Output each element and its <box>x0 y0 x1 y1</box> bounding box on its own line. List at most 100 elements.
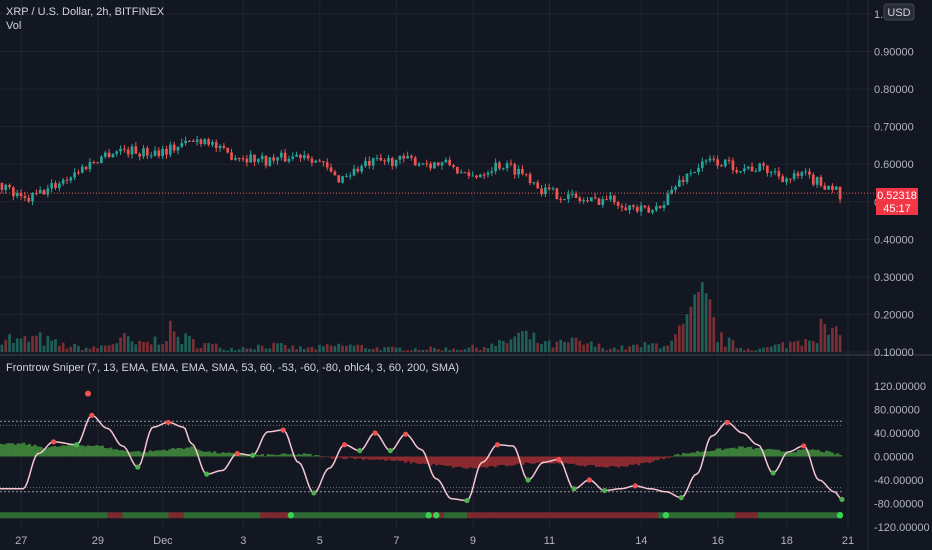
candle-body[interactable] <box>536 182 540 189</box>
candle-body[interactable] <box>341 176 344 183</box>
price-candles[interactable] <box>0 135 876 216</box>
candle-body[interactable] <box>670 189 674 194</box>
candle-body[interactable] <box>612 195 616 203</box>
candle-body[interactable] <box>12 187 15 197</box>
candle-body[interactable] <box>84 166 88 170</box>
candle-body[interactable] <box>410 155 413 158</box>
osc-signal-line[interactable] <box>0 414 843 502</box>
candle-body[interactable] <box>620 205 624 208</box>
candle-body[interactable] <box>226 147 230 153</box>
candle-body[interactable] <box>42 189 46 195</box>
candle-body[interactable] <box>31 192 34 202</box>
candle-body[interactable] <box>257 159 260 162</box>
candle-body[interactable] <box>456 166 459 174</box>
candle-body[interactable] <box>693 172 696 174</box>
candle-body[interactable] <box>222 146 226 148</box>
candle-body[interactable] <box>746 166 750 169</box>
candle-body[interactable] <box>731 160 735 171</box>
candle-body[interactable] <box>115 151 119 154</box>
candle-body[interactable] <box>394 159 398 167</box>
candle-body[interactable] <box>574 193 578 198</box>
candle-body[interactable] <box>720 165 723 167</box>
candle-body[interactable] <box>471 175 475 177</box>
candle-body[interactable] <box>689 172 693 174</box>
candle-body[interactable] <box>249 154 253 163</box>
candle-body[interactable] <box>253 154 256 162</box>
candle-body[interactable] <box>819 177 823 186</box>
candle-body[interactable] <box>157 150 161 157</box>
candle-body[interactable] <box>352 168 356 176</box>
candle-body[interactable] <box>551 188 555 190</box>
candle-body[interactable] <box>482 174 486 176</box>
candle-body[interactable] <box>486 172 490 175</box>
candle-body[interactable] <box>597 198 601 205</box>
candle-body[interactable] <box>716 159 719 166</box>
candle-body[interactable] <box>161 148 164 157</box>
candle-body[interactable] <box>402 155 406 159</box>
candle-body[interactable] <box>532 182 536 184</box>
candle-body[interactable] <box>299 154 302 159</box>
candle-body[interactable] <box>4 184 8 190</box>
candle-body[interactable] <box>46 188 50 195</box>
candle-body[interactable] <box>478 174 482 178</box>
candle-body[interactable] <box>467 172 471 176</box>
candle-body[interactable] <box>544 187 547 195</box>
candle-body[interactable] <box>153 150 157 156</box>
candle-body[interactable] <box>333 171 337 176</box>
candle-body[interactable] <box>138 153 142 157</box>
candle-body[interactable] <box>371 158 375 166</box>
candle-body[interactable] <box>302 155 306 159</box>
candle-body[interactable] <box>524 173 528 175</box>
oscillator-axis[interactable]: 120.00000 80.00000 40.00000 0.00000 -40.0000… <box>874 381 930 534</box>
candle-body[interactable] <box>325 162 329 168</box>
candle-body[interactable] <box>413 157 417 166</box>
candle-body[interactable] <box>367 160 371 166</box>
candle-body[interactable] <box>494 162 497 172</box>
candle-body[interactable] <box>708 158 712 161</box>
candle-body[interactable] <box>199 139 203 145</box>
candle-body[interactable] <box>390 157 394 167</box>
candle-body[interactable] <box>421 163 425 165</box>
candle-body[interactable] <box>241 158 245 160</box>
candle-body[interactable] <box>398 155 402 160</box>
candle-body[interactable] <box>203 139 207 145</box>
candle-body[interactable] <box>628 205 631 210</box>
candle-body[interactable] <box>712 158 716 160</box>
candle-body[interactable] <box>19 192 23 197</box>
candle-body[interactable] <box>815 177 819 185</box>
candle-body[interactable] <box>119 148 122 152</box>
candle-body[interactable] <box>754 170 758 172</box>
candle-body[interactable] <box>834 186 838 190</box>
candle-body[interactable] <box>188 140 191 142</box>
candle-body[interactable] <box>662 204 666 209</box>
candle-body[interactable] <box>563 199 566 201</box>
candle-body[interactable] <box>54 183 57 188</box>
candle-body[interactable] <box>100 156 103 164</box>
candle-body[interactable] <box>559 199 563 201</box>
candle-body[interactable] <box>567 194 570 200</box>
candle-body[interactable] <box>142 148 145 157</box>
candle-body[interactable] <box>23 196 27 198</box>
candle-body[interactable] <box>27 197 31 202</box>
candle-body[interactable] <box>184 140 187 144</box>
candle-body[interactable] <box>674 186 677 190</box>
candle-body[interactable] <box>80 166 84 173</box>
candle-body[interactable] <box>743 168 746 172</box>
currency-button[interactable]: USD <box>883 3 915 21</box>
candle-body[interactable] <box>781 176 785 183</box>
candle-body[interactable] <box>505 163 509 169</box>
candle-body[interactable] <box>624 207 628 210</box>
candle-body[interactable] <box>126 149 130 155</box>
candle-body[interactable] <box>792 173 796 179</box>
time-axis[interactable]: 27 29 Dec 3 5 7 9 11 14 16 18 21 <box>15 535 854 547</box>
candle-body[interactable] <box>444 159 448 163</box>
candle-body[interactable] <box>758 163 762 171</box>
candle-body[interactable] <box>666 193 670 205</box>
candle-body[interactable] <box>50 183 54 189</box>
candle-body[interactable] <box>92 162 96 164</box>
candle-body[interactable] <box>509 163 513 165</box>
candle-body[interactable] <box>429 163 432 169</box>
candle-body[interactable] <box>521 168 524 174</box>
candle-body[interactable] <box>647 207 651 213</box>
candle-body[interactable] <box>655 206 658 211</box>
